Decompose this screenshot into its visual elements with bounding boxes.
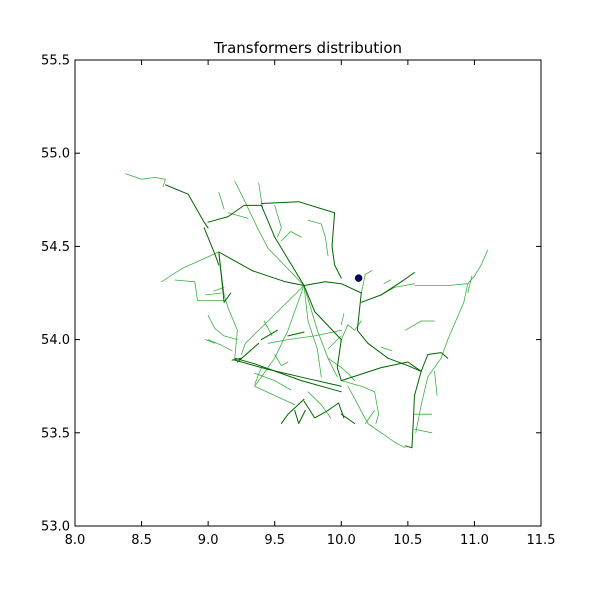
light-line-segment [303, 285, 322, 378]
light-line-segment [227, 307, 238, 359]
light-line-segment [125, 173, 166, 188]
dark-line-segment [356, 292, 389, 359]
light-line-segment [267, 329, 342, 344]
network-lines [125, 173, 489, 449]
dark-line-segment [303, 285, 342, 341]
light-line-segment [404, 320, 435, 331]
x-tick-label: 11.5 [527, 533, 556, 548]
y-tick-label: 55.0 [41, 147, 70, 162]
light-line-segment [254, 372, 292, 391]
dark-line-segment [427, 352, 449, 359]
dark-line-segment [404, 445, 413, 449]
light-line-segment [254, 285, 305, 387]
light-line-segment [340, 313, 345, 326]
dark-line-segment [236, 342, 260, 363]
x-tick-label: 8.5 [131, 533, 152, 548]
x-tick-label: 10.0 [327, 533, 356, 548]
light-line-segment [254, 385, 296, 406]
light-line-segment [374, 391, 380, 424]
light-line-segment [327, 335, 342, 350]
light-line-segment [440, 283, 469, 359]
dark-line-segment [207, 204, 262, 223]
y-tick-label: 53.5 [41, 426, 70, 441]
light-line-segment [340, 380, 376, 393]
dark-line-segment [234, 359, 342, 387]
light-line-segment [258, 182, 264, 210]
dark-line-segment [234, 357, 342, 393]
dark-line-segment [340, 413, 356, 424]
dark-line-segment [303, 400, 340, 419]
dark-line-segment [231, 357, 242, 361]
light-line-segment [414, 428, 433, 434]
dark-line-segment [280, 398, 305, 424]
light-line-segment [383, 279, 391, 285]
chart-title: Transformers distribution [213, 39, 402, 57]
light-line-segment [467, 275, 473, 294]
light-line-segment [174, 279, 225, 301]
light-line-segment [240, 285, 305, 355]
x-tick-label: 8.0 [65, 533, 86, 548]
dark-line-segment [331, 212, 342, 279]
light-line-segment [307, 219, 329, 257]
axis-ticks: 8.0 8.5 9.0 9.5 10.0 10.5 11.0 11.5 53.0 53.5 54.0… [41, 54, 555, 549]
x-tick-label: 9.0 [198, 533, 219, 548]
y-tick-label: 54.5 [41, 240, 70, 255]
light-line-segment [161, 251, 220, 283]
y-tick-label: 53.0 [41, 520, 70, 535]
light-line-segment [415, 357, 442, 434]
x-tick-label: 9.5 [264, 533, 285, 548]
dark-line-segment [218, 251, 305, 286]
light-line-segment [274, 204, 282, 238]
light-line-segment [364, 409, 376, 424]
light-line-segment [473, 249, 489, 277]
dark-line-segment [340, 361, 422, 382]
light-line-segment [280, 231, 302, 242]
y-tick-label: 55.5 [41, 54, 70, 69]
dark-line-segment [260, 201, 336, 214]
light-line-segment [254, 367, 262, 385]
dark-line-segment [360, 272, 415, 303]
light-line-segment [434, 370, 438, 396]
light-line-segment [303, 285, 338, 378]
transformer-point [354, 274, 363, 282]
plot-frame [74, 59, 542, 527]
x-tick-label: 11.0 [460, 533, 489, 548]
dark-line-segment [303, 281, 362, 294]
dark-line-segment [260, 204, 305, 286]
plot-area [75, 60, 541, 526]
dark-line-segment [165, 184, 209, 229]
dark-line-segment [218, 251, 232, 303]
light-line-segment [380, 346, 393, 352]
light-line-segment [347, 385, 406, 449]
light-line-segment [218, 191, 225, 210]
dark-line-segment [387, 354, 429, 372]
y-tick-label: 54.0 [41, 333, 70, 348]
light-line-segment [234, 180, 305, 286]
dark-line-segment [260, 329, 278, 341]
dark-line-segment [203, 227, 220, 266]
x-tick-label: 10.5 [393, 533, 422, 548]
light-line-segment [207, 314, 238, 341]
transformer-points [354, 274, 363, 282]
light-line-segment [307, 391, 332, 419]
dark-line-segment [411, 370, 422, 449]
light-line-segment [207, 339, 233, 352]
dark-line-segment [294, 409, 306, 424]
light-line-segment [360, 270, 373, 294]
light-line-segment [274, 354, 289, 367]
dark-line-segment [336, 339, 342, 382]
light-line-segment [263, 320, 273, 337]
light-line-segment [205, 339, 216, 344]
dark-line-segment [287, 331, 305, 337]
light-line-segment [205, 292, 222, 296]
